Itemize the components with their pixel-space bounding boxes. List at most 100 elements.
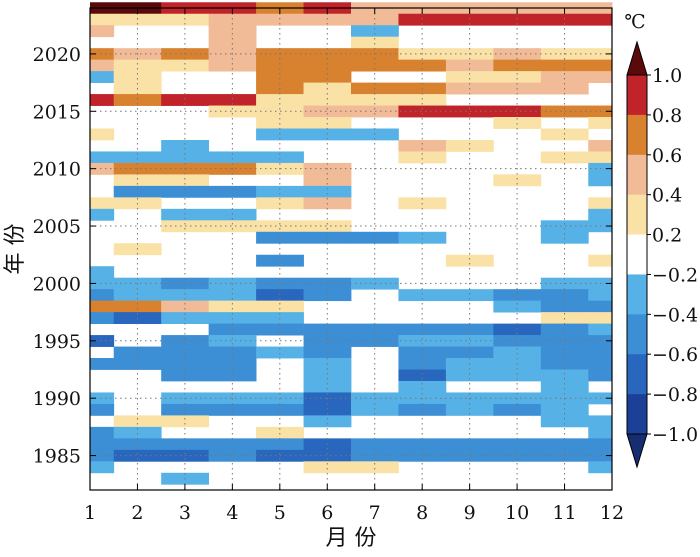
- heatmap-cell: [445, 323, 494, 336]
- heatmap-cell: [445, 59, 494, 72]
- heatmap-cell: [493, 335, 542, 347]
- heatmap-cell: [256, 346, 304, 359]
- heatmap-cell: [161, 300, 210, 313]
- x-axis-title: 月 份: [326, 526, 377, 551]
- heatmap-cell: [90, 403, 115, 416]
- heatmap-cell: [303, 59, 352, 72]
- heatmap-cell: [398, 289, 447, 302]
- heatmap-cell: [90, 300, 115, 313]
- colorbar-tick-label: 0.8: [652, 105, 682, 127]
- y-axis: 1985 1990 1995 2000 2005 2010 2015 2020: [33, 44, 612, 468]
- heatmap-cell: [493, 13, 542, 26]
- heatmap-cells: [90, 2, 613, 485]
- heatmap-cell: [208, 369, 257, 382]
- heatmap-cell: [113, 415, 162, 428]
- heatmap-cell: [256, 231, 304, 244]
- x-axis: 1 2 3 4 5 6 7 8 9 10 11 12: [84, 8, 624, 524]
- heatmap-cell: [588, 139, 613, 152]
- heatmap-cell: [90, 277, 115, 290]
- x-tick-label: 2: [131, 502, 143, 524]
- heatmap-cell: [90, 13, 115, 26]
- plot-frame: [89, 7, 613, 491]
- x-tick-label: 11: [552, 502, 576, 524]
- heatmap-cell: [90, 208, 115, 221]
- heatmap-cell: [208, 36, 257, 49]
- x-tick-label: 10: [505, 502, 529, 524]
- heatmap-cell: [113, 174, 162, 187]
- heatmap-cell: [161, 59, 210, 72]
- heatmap-cell: [303, 403, 352, 416]
- heatmap-cell: [90, 335, 115, 347]
- colorbar-tick-label: 1.0: [652, 65, 682, 87]
- heatmap-cell: [90, 197, 115, 210]
- y-tick-label: 2005: [33, 216, 81, 238]
- heatmap-cell: [256, 254, 304, 267]
- heatmap-cell: [588, 323, 613, 336]
- colorbar-tick-label: 0.2: [652, 225, 682, 247]
- heatmap-cell: [208, 335, 257, 347]
- colorbar-tick-label: −0.2: [652, 264, 698, 286]
- heatmap-cell: [208, 449, 257, 462]
- heatmap-cell: [256, 71, 304, 83]
- heatmap-cell: [256, 117, 304, 129]
- heatmap-cell: [540, 323, 589, 336]
- y-tick-label: 2015: [33, 101, 81, 123]
- heatmap-cell: [493, 59, 542, 72]
- heatmap-cell: [588, 461, 613, 474]
- heatmap-cell: [351, 461, 399, 474]
- heatmap-cell: [256, 403, 304, 416]
- heatmap-cell: [161, 369, 210, 382]
- heatmap-cell: [161, 346, 210, 359]
- heatmap-cell: [303, 289, 352, 302]
- heatmap-cell: [351, 94, 399, 106]
- x-tick-label: 6: [321, 502, 333, 524]
- heatmap-cell: [161, 174, 210, 187]
- heatmap-cell: [113, 185, 162, 198]
- heatmap-cell: [588, 151, 613, 164]
- heatmap-cell: [113, 289, 162, 302]
- heatmap-cell: [588, 415, 613, 428]
- heatmap-cell: [540, 449, 589, 462]
- colorbar-segment: [627, 114, 647, 156]
- heatmap-cell: [90, 48, 115, 61]
- heatmap-cell: [113, 426, 162, 439]
- heatmap-cell: [208, 323, 257, 336]
- heatmap-cell: [208, 105, 257, 118]
- heatmap-cell: [113, 151, 162, 164]
- heatmap-cell: [208, 13, 257, 26]
- heatmap-cell: [90, 438, 115, 451]
- heatmap-cell: [256, 323, 304, 336]
- heatmap-cell: [588, 358, 613, 370]
- heatmap-cell: [351, 25, 399, 38]
- heatmap-cell: [113, 94, 162, 106]
- heatmap-cell: [351, 403, 399, 416]
- heatmap-cell: [398, 151, 447, 164]
- heatmap-cell: [303, 105, 352, 118]
- heatmap-cell: [540, 346, 589, 359]
- colorbar-tick-label: 0.4: [652, 185, 682, 207]
- heatmap-cell: [540, 335, 589, 347]
- heatmap-cell: [90, 94, 115, 106]
- heatmap-cell: [398, 94, 447, 106]
- heatmap-cell: [208, 208, 257, 221]
- colorbar-tick-label: −0.4: [652, 304, 698, 326]
- heatmap-cell: [588, 438, 613, 451]
- heatmap-cell: [351, 105, 399, 118]
- heatmap-cell: [588, 197, 613, 210]
- heatmap-cell: [398, 105, 447, 118]
- heatmap-cell: [90, 162, 115, 175]
- y-axis-title: 年 份: [3, 224, 28, 275]
- x-tick-label: 4: [226, 502, 238, 524]
- heatmap-cell: [208, 346, 257, 359]
- heatmap-cell: [351, 59, 399, 72]
- grid-lines: [90, 8, 612, 490]
- heatmap-cell: [588, 369, 613, 382]
- y-tick-label: 2020: [33, 44, 81, 66]
- heatmap-cell: [90, 266, 115, 279]
- heatmap-cell: [90, 461, 115, 474]
- y-tick-label: 2010: [33, 159, 81, 181]
- heatmap-cell: [161, 94, 210, 106]
- heatmap-cell: [303, 13, 352, 26]
- heatmap-cell: [493, 300, 542, 313]
- heatmap-cell: [303, 231, 352, 244]
